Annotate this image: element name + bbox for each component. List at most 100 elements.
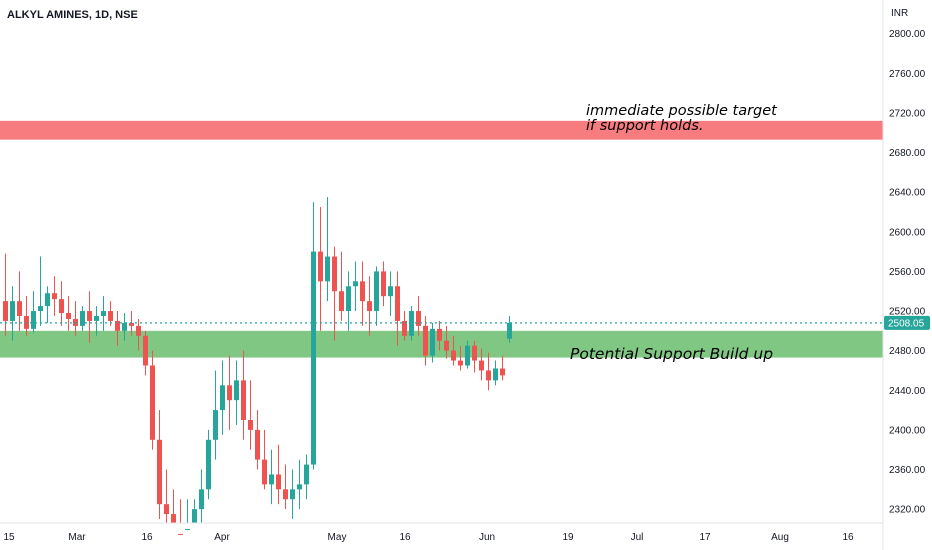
resistance-zone — [0, 120, 883, 140]
candle-up — [325, 256, 330, 282]
candle-down — [115, 320, 120, 331]
candle-up — [185, 528, 190, 530]
candle-down — [402, 320, 407, 336]
price-tick-label: 2360.00 — [889, 465, 926, 476]
candle-down — [395, 286, 400, 321]
candle-up — [465, 345, 470, 366]
candle-down — [143, 335, 148, 366]
candle-down — [437, 328, 442, 341]
candle-up — [213, 410, 218, 440]
candle-down — [500, 368, 505, 376]
candle-up — [269, 474, 274, 485]
candle-down — [451, 350, 456, 361]
candle-up — [122, 322, 127, 331]
candle-down — [129, 322, 134, 326]
candle-up — [430, 328, 435, 356]
candle-up — [206, 439, 211, 490]
candle-up — [374, 271, 379, 312]
candle-down — [3, 301, 8, 321]
candle-down — [479, 360, 484, 371]
candle-up — [31, 311, 36, 329]
candle-down — [248, 419, 253, 430]
candle-up — [290, 489, 295, 500]
price-tick-label: 2680.00 — [889, 148, 926, 159]
time-tick-label: 16 — [399, 532, 411, 543]
candle-up — [346, 286, 351, 312]
candle-down — [472, 345, 477, 361]
candle-down — [157, 439, 162, 505]
candle-down — [416, 311, 421, 326]
candle-down — [332, 256, 337, 292]
candle-down — [178, 533, 183, 535]
candle-up — [353, 281, 358, 287]
price-tick-label: 2320.00 — [889, 505, 926, 516]
candle-down — [486, 370, 491, 381]
candle-down — [171, 514, 176, 523]
candle-up — [388, 286, 393, 297]
candle-down — [17, 301, 22, 316]
candle-up — [38, 306, 43, 312]
candle-down — [255, 429, 260, 460]
price-tick-label: 2720.00 — [889, 108, 926, 119]
candle-down — [241, 380, 246, 420]
target-annotation: immediate possible target if support hol… — [586, 103, 777, 135]
candle-down — [59, 299, 64, 314]
candle-up — [80, 311, 85, 326]
target-annotation-line-2: if support holds. — [586, 118, 704, 135]
time-tick-label: Mar — [68, 532, 86, 543]
chart-title: ALKYL AMINES, 1D, NSE — [7, 9, 138, 21]
time-tick-label: Apr — [214, 532, 230, 543]
time-tick-label: 17 — [699, 532, 711, 543]
candle-down — [360, 281, 365, 302]
last-price-value: 2508.05 — [888, 318, 925, 329]
time-tick-label: 19 — [562, 532, 574, 543]
candle-up — [311, 251, 316, 465]
time-axis: 15 Mar 16 Apr May 16 Jun 19 Jul 17 Aug 16 — [3, 532, 854, 543]
candle-down — [283, 489, 288, 500]
support-annotation: Potential Support Build up — [570, 345, 774, 363]
price-axis: 2320.00 2360.00 2400.00 2440.00 2480.00 2520.… — [889, 29, 926, 515]
time-tick-label: Jun — [479, 532, 495, 543]
time-tick-label: 16 — [842, 532, 854, 543]
target-annotation-line-1: immediate possible target — [586, 103, 777, 119]
candle-down — [52, 293, 57, 300]
candle-down — [444, 340, 449, 351]
time-tick-label: 16 — [141, 532, 153, 543]
time-tick-label: May — [328, 532, 347, 543]
candle-up — [220, 385, 225, 411]
candle-down — [164, 504, 169, 515]
candle-down — [136, 325, 141, 336]
candle-down — [150, 365, 155, 440]
candle-up — [234, 380, 239, 401]
candle-up — [493, 368, 498, 381]
candle-down — [227, 385, 232, 401]
candle-up — [297, 484, 302, 490]
price-tick-label: 2400.00 — [889, 425, 926, 436]
candle-up — [199, 489, 204, 510]
candle-down — [339, 291, 344, 312]
candle-up — [304, 464, 309, 485]
candle-down — [423, 325, 428, 356]
last-price-badge — [884, 315, 930, 330]
time-tick-label: Aug — [771, 532, 789, 543]
candle-down — [318, 251, 323, 282]
candle-down — [381, 271, 386, 297]
candle-up — [94, 315, 99, 321]
price-tick-label: 2480.00 — [889, 346, 926, 357]
candle-down — [367, 301, 372, 312]
price-tick-label: 2520.00 — [889, 307, 926, 318]
price-tick-label: 2760.00 — [889, 69, 926, 80]
candle-down — [262, 459, 267, 485]
candle-up — [507, 322, 512, 339]
time-tick-label: 15 — [3, 532, 15, 543]
candle-down — [458, 360, 463, 366]
candle-up — [192, 509, 197, 523]
candles-group — [3, 197, 512, 535]
candle-down — [108, 311, 113, 321]
candle-down — [66, 313, 71, 319]
time-tick-label: Jul — [631, 532, 644, 543]
price-tick-label: 2600.00 — [889, 227, 926, 238]
currency-label: INR — [891, 8, 909, 19]
candle-down — [276, 474, 281, 490]
